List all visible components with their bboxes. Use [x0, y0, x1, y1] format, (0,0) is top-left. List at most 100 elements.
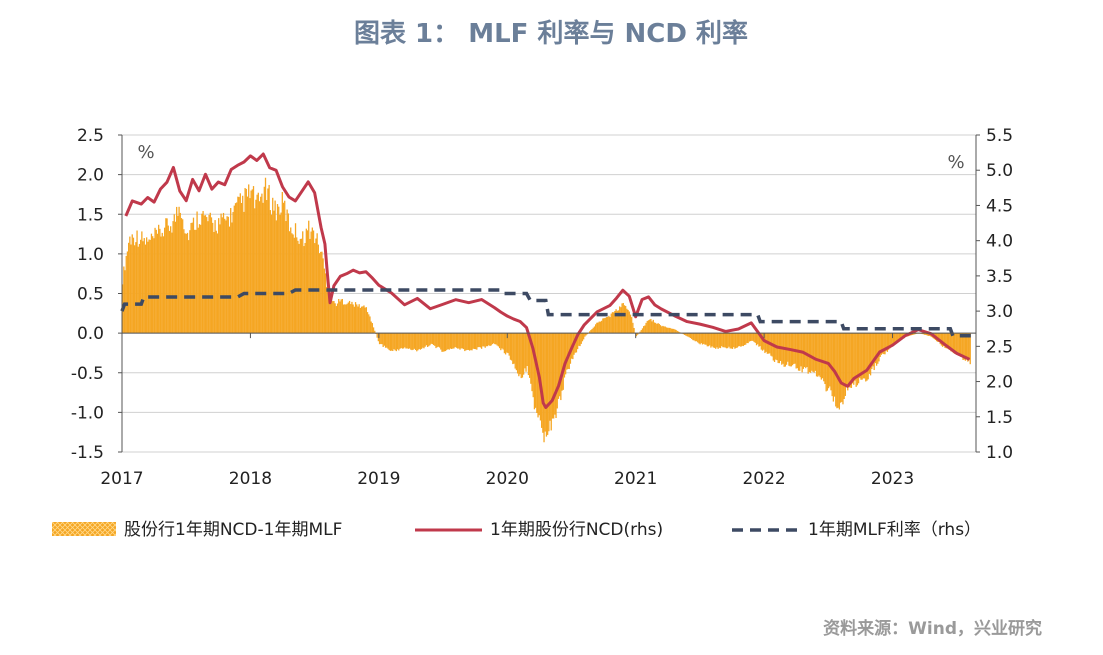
spread-bar	[555, 333, 557, 418]
spread-bar	[231, 222, 233, 334]
spread-bar	[964, 333, 967, 361]
spread-bar	[180, 218, 183, 334]
spread-bar	[300, 238, 303, 334]
spread-bar	[158, 224, 160, 334]
spread-bar	[957, 333, 959, 354]
spread-bar	[302, 231, 304, 334]
spread-bar	[874, 333, 877, 364]
spread-bar	[580, 333, 582, 344]
spread-bar	[341, 298, 343, 334]
spread-bar	[485, 333, 488, 347]
spread-bar	[140, 239, 142, 334]
spread-bar	[354, 302, 357, 334]
spread-bar	[254, 208, 256, 334]
spread-bar	[806, 333, 808, 368]
spread-bar	[653, 322, 656, 334]
spread-bar	[444, 333, 447, 352]
spread-bar	[605, 317, 608, 334]
spread-bar	[872, 333, 874, 367]
spread-bar	[958, 333, 961, 356]
spread-bar	[598, 321, 600, 334]
spread-bar	[471, 333, 473, 351]
spread-bar	[425, 333, 428, 346]
spread-bar	[168, 230, 171, 334]
spread-bar	[710, 333, 712, 348]
spread-bar	[186, 232, 189, 334]
spread-bar	[647, 320, 650, 334]
spread-bar	[557, 333, 560, 399]
spread-bar	[911, 333, 914, 336]
spread-bar	[291, 233, 293, 334]
spread-bar	[243, 211, 245, 334]
spread-bar	[380, 333, 382, 345]
spread-bar	[381, 333, 383, 345]
spread-bar	[857, 333, 860, 384]
spread-bar	[754, 333, 756, 343]
spread-bar	[545, 333, 548, 437]
spread-bar	[443, 333, 446, 352]
spread-bar	[603, 318, 605, 334]
spread-bar	[489, 333, 491, 347]
spread-bar	[676, 330, 678, 334]
spread-bar	[944, 333, 946, 348]
spread-bar	[245, 188, 247, 334]
spread-bar	[945, 333, 947, 349]
spread-bar	[524, 333, 526, 369]
spread-bar	[850, 333, 853, 388]
right-tick-label: 5.5	[986, 126, 1013, 146]
spread-bar	[510, 333, 513, 361]
spread-bar	[597, 322, 599, 334]
spread-bar	[946, 333, 949, 349]
spread-bar	[831, 333, 833, 397]
spread-bar	[353, 306, 355, 334]
spread-bar	[884, 333, 886, 355]
spread-bar	[392, 333, 394, 352]
spread-bar	[441, 333, 443, 352]
legend-ncd-label: 1年期股份行NCD(rhs)	[490, 520, 663, 540]
spread-bar	[755, 333, 758, 346]
spread-bar	[250, 190, 252, 334]
spread-bar	[395, 333, 398, 352]
spread-bar	[700, 333, 702, 344]
spread-bar	[950, 333, 952, 352]
spread-bar	[474, 333, 477, 350]
spread-bar	[279, 214, 281, 334]
spread-bar	[390, 333, 393, 351]
spread-bar	[408, 333, 411, 349]
spread-bar	[440, 333, 442, 350]
right-axis-unit-label: %	[947, 152, 964, 173]
spread-bar	[608, 315, 610, 334]
spread-bar	[269, 210, 271, 334]
spread-bar	[473, 333, 476, 349]
spread-bar	[879, 333, 881, 357]
spread-bar	[542, 333, 544, 433]
spread-bar	[453, 333, 455, 349]
spread-bar	[159, 228, 161, 334]
spread-bar	[865, 333, 867, 382]
spread-bar	[288, 231, 291, 334]
spread-bar	[913, 333, 915, 335]
spread-bar	[260, 196, 262, 334]
spread-bar	[939, 333, 941, 345]
spread-bar	[575, 333, 578, 353]
spread-bar	[414, 333, 417, 350]
spread-bar	[477, 333, 479, 348]
left-tick-label: 1.0	[77, 245, 104, 265]
spread-bar	[873, 333, 875, 371]
spread-bar	[552, 333, 555, 419]
spread-bar	[866, 333, 868, 381]
spread-bar	[207, 221, 209, 334]
spread-bar	[747, 333, 749, 344]
spread-bar	[736, 333, 738, 348]
spread-bar	[969, 333, 971, 365]
spread-bar	[561, 333, 563, 391]
spread-bar	[896, 333, 898, 343]
spread-bar	[859, 333, 861, 379]
spread-bar	[593, 326, 596, 334]
spread-bar	[592, 327, 594, 334]
spread-bar	[382, 333, 384, 347]
spread-bar	[712, 333, 714, 348]
spread-bar	[662, 325, 664, 334]
spread-bar	[160, 236, 162, 334]
spread-bar	[914, 333, 916, 335]
